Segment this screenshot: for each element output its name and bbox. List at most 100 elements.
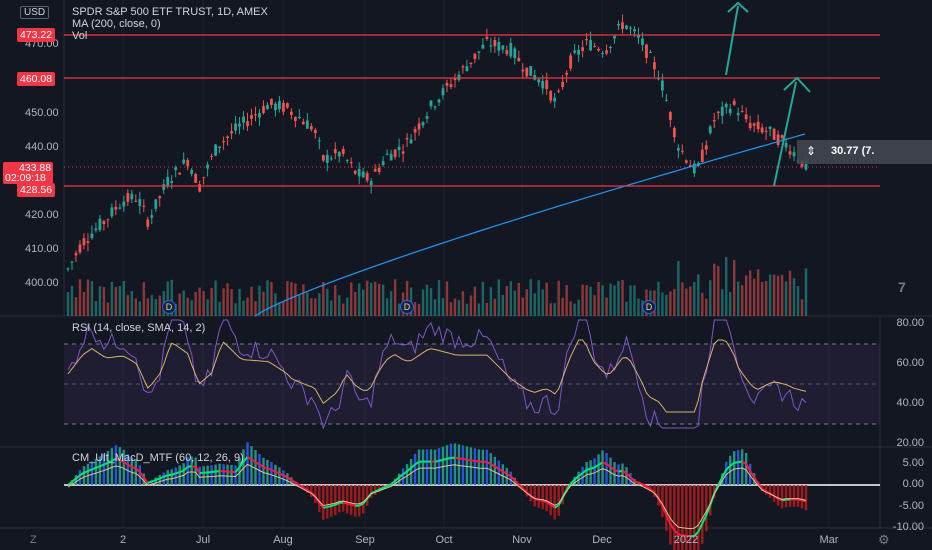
candle-body [553,97,557,102]
volume-bar [142,282,145,316]
volume-bar [302,284,305,316]
candle-body [792,152,796,157]
macd-histogram-bar [617,464,620,485]
macd-line [442,457,448,461]
macd-histogram-bar [445,445,449,485]
candle-body [641,38,644,46]
volume-bar [597,281,600,316]
volume-bar [377,283,381,316]
macd-histogram-bar [553,485,556,520]
symbol-title[interactable]: SPDR S&P 500 ETF TRUST, 1D, AMEX [72,6,268,18]
candle-body [222,141,225,143]
macd-line [331,503,336,507]
macd-line [734,461,739,464]
candle-body [305,120,309,129]
macd-line [242,456,249,463]
candle-body [329,158,333,160]
candle-body [569,55,573,69]
volume-bar [729,291,732,316]
macd-histogram-bar [226,464,229,485]
macd-histogram-bar [533,485,536,507]
volume-bar [358,283,361,316]
macd-histogram-bar [266,459,269,485]
macd-line [87,468,93,473]
currency-label[interactable]: USD [20,6,50,19]
macd-line [138,471,145,479]
macd-indicator-label[interactable]: CM_Ult_MacD_MTF (60, 12, 26, 9) [72,452,244,464]
volume-bar [760,281,764,316]
candle-body [301,121,305,125]
candle-body [78,244,82,253]
volume-bar [334,285,337,316]
candle-body [170,181,174,183]
macd-histogram-bar [350,485,353,516]
candle-body [186,160,190,167]
macd-line [438,458,444,462]
volume-bar [521,297,524,316]
candle-body [286,103,289,108]
volume-bar [222,288,225,316]
macd-line [334,502,340,506]
volume-bar [501,294,505,316]
dividend-marker[interactable]: D [642,300,656,314]
dividend-marker[interactable]: D [400,300,414,314]
candle-body [744,114,748,120]
candle-body [341,148,345,154]
candle-body [162,184,166,190]
macd-line [271,468,276,473]
macd-line [565,483,572,491]
candle-body [680,150,684,152]
macd-histogram-bar [338,485,341,513]
volume-bar [593,295,596,316]
candle-body [645,44,648,58]
macd-tick: 5.00 [902,457,924,469]
macd-line [342,501,348,505]
macd-histogram-bar [138,465,142,485]
dividend-marker[interactable]: D [162,300,176,314]
macd-histogram-bar [310,485,313,497]
candle-body [585,39,588,41]
macd-line [618,469,623,473]
volume-bar [744,275,748,316]
macd-histogram-bar [186,457,189,485]
measure-tool-box[interactable] [797,140,932,164]
macd-line [414,460,420,466]
zoom-out-icon[interactable]: Z [30,534,37,546]
ma-indicator-label[interactable]: MA (200, close, 0) [72,18,161,30]
candle-body [126,193,130,202]
rsi-tick: 60.00 [896,357,924,369]
candle-body [369,181,373,186]
macd-histogram-bar [529,485,532,502]
volume-indicator-label[interactable]: Vol [72,30,88,42]
macd-line [234,466,241,473]
macd-line [745,463,752,472]
macd-line [327,505,332,508]
macd-histogram-bar [170,469,173,485]
candle-body [74,252,78,256]
candle-body [633,29,636,32]
macd-line [777,497,783,502]
macd-histogram-bar [473,448,477,485]
candle-body [537,79,541,83]
macd-line [390,480,396,486]
macd-line [135,467,141,473]
candle-body [429,100,433,107]
volume-bar [677,260,680,316]
tradingview-logo-icon[interactable]: 7 [898,279,906,295]
volume-bar [585,285,588,316]
macd-line [729,461,735,467]
trend-arrow-head [727,1,749,13]
settings-gear-icon[interactable]: ⚙ [878,532,890,547]
volume-bar [306,292,309,316]
volume-bar [70,285,74,316]
candle-body [545,80,549,90]
candle-body [561,81,565,87]
candle-body [357,168,361,177]
volume-bar [282,301,285,316]
macd-histogram-bar [481,449,485,485]
rsi-indicator-label[interactable]: RSI (14, close, SMA, 14, 2) [72,322,206,334]
macd-histogram-bar [629,473,632,485]
volume-bar [441,298,445,316]
volume-bar [485,302,489,316]
